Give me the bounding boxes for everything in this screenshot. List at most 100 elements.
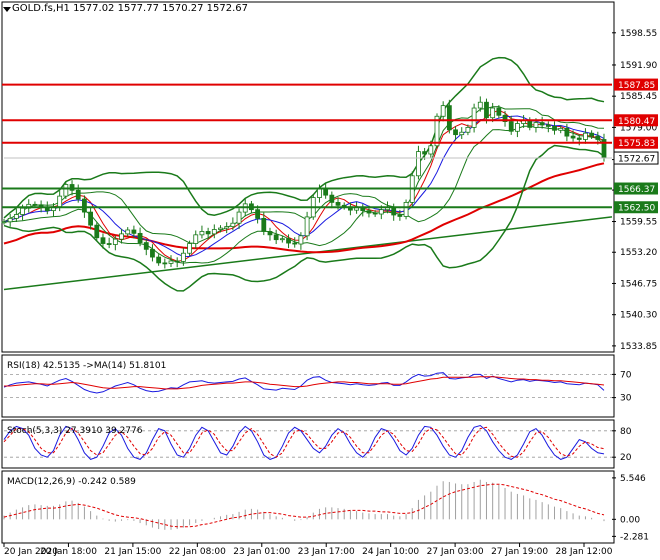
- candle-body: [150, 248, 155, 258]
- candle-body: [502, 114, 508, 122]
- candle-body: [552, 126, 557, 131]
- macd-y-tick-label: 5.546: [620, 474, 646, 484]
- candle-body: [106, 243, 112, 245]
- candle-body: [125, 229, 131, 235]
- rsi-layer: 70 30: [3, 370, 632, 404]
- candle-body: [477, 101, 483, 109]
- candle-body: [453, 129, 458, 136]
- rsi-panel-frame: [1, 354, 615, 418]
- candle-body: [279, 238, 285, 241]
- stoch-panel-frame: [1, 419, 615, 469]
- x-tick-label: 27 Jan 19:00: [491, 547, 548, 557]
- candle-body: [378, 209, 384, 215]
- candle-body: [63, 184, 69, 197]
- candle-body: [558, 127, 564, 131]
- candle-body: [391, 206, 397, 216]
- price-y-tick-label: 1585.45: [620, 92, 657, 102]
- price-y-tick-label: 1533.85: [620, 342, 657, 352]
- candle-body: [329, 194, 335, 203]
- ma-fast-line: [3, 109, 605, 262]
- rsi-title: RSI(18) 42.5135 ->MA(14) 51.8101: [7, 361, 166, 371]
- x-tick-label: 27 Jan 03:00: [427, 547, 484, 557]
- candle-body: [422, 151, 428, 155]
- candle-body: [32, 203, 38, 206]
- candle-body: [211, 229, 217, 235]
- candle-body: [465, 126, 471, 133]
- osc-y-tick-label: 20: [620, 453, 632, 463]
- price-y-tick-label: 1559.55: [620, 218, 657, 228]
- candle-body: [205, 231, 211, 235]
- price-y-tick-label: 1591.90: [620, 61, 657, 71]
- price-y-tick-label: 1598.55: [620, 29, 657, 39]
- candle-body: [224, 226, 230, 229]
- candle-body: [508, 121, 514, 132]
- price-layer: 1598.551591.901585.451579.001572.351566.…: [1, 29, 659, 352]
- x-tick-label: 20 Jan 2020: [4, 547, 58, 557]
- dropdown-triangle-icon[interactable]: [3, 7, 11, 12]
- osc-series-line: [3, 426, 605, 458]
- bollinger-upper-line: [3, 56, 605, 219]
- level-label-box: [614, 136, 658, 149]
- candle-body: [372, 212, 378, 215]
- bollinger-lower-line: [3, 144, 605, 292]
- macd-title: MACD(12,26,9) -0.242 0.589: [7, 477, 136, 487]
- envelope-upper-line: [3, 106, 605, 244]
- candle-body: [428, 145, 434, 155]
- ohlc-label: 1577.02 1577.77 1570.27 1572.67: [73, 3, 249, 14]
- level-label-box: [614, 114, 658, 127]
- candle-body: [273, 234, 279, 241]
- macd-y-tick-label: 0.00: [620, 515, 640, 525]
- candle-body: [589, 132, 595, 137]
- candle-body: [484, 101, 489, 119]
- candle-body: [57, 195, 63, 208]
- candle-body: [471, 107, 477, 128]
- candle-body: [187, 243, 192, 254]
- level-label: 1580.47: [618, 117, 655, 127]
- candle-body: [168, 260, 174, 264]
- candle-body: [570, 135, 576, 139]
- candle-body: [13, 214, 19, 219]
- candle-body: [88, 211, 93, 226]
- candle-body: [416, 151, 421, 177]
- candle-body: [199, 231, 205, 236]
- candle-body: [119, 233, 124, 240]
- ma-mid-line: [3, 115, 605, 258]
- candle-body: [174, 260, 180, 263]
- level-label-box: [614, 182, 658, 195]
- candle-body: [539, 122, 545, 126]
- envelope-lower-line: [4, 125, 605, 264]
- level-label: 1587.85: [618, 81, 655, 91]
- x-tick-label: 23 Jan 17:00: [298, 547, 355, 557]
- candle-body: [75, 189, 81, 200]
- stoch-title: Stoch(5,3,3) 27.3910 39.2776: [7, 426, 143, 436]
- x-tick-label: 21 Jan 15:00: [104, 547, 161, 557]
- candle-body: [434, 115, 440, 147]
- current-price-box: [613, 151, 659, 165]
- candle-body: [304, 216, 310, 237]
- symbol-label: GOLD.fs,H1: [12, 3, 70, 14]
- candle-body: [255, 209, 261, 219]
- candle-body: [496, 107, 502, 116]
- osc-series-line: [3, 424, 605, 460]
- candle-body: [7, 217, 13, 223]
- candle-body: [162, 262, 168, 265]
- candle-body: [576, 137, 582, 140]
- candle-body: [1, 221, 7, 224]
- x-tick-label: 24 Jan 10:00: [362, 547, 419, 557]
- candle-body: [69, 184, 75, 191]
- candle-body: [446, 105, 452, 131]
- x-tick-label: 23 Jan 01:00: [233, 547, 290, 557]
- level-label: 1566.37: [618, 185, 655, 195]
- candle-body: [564, 127, 570, 137]
- osc-y-tick-label: 70: [620, 370, 632, 380]
- level-label: 1562.50: [618, 204, 655, 214]
- macd-signal-line: [3, 483, 605, 528]
- candle-body: [143, 242, 149, 250]
- candle-body: [490, 107, 496, 119]
- candle-body: [100, 237, 106, 244]
- osc-y-tick-label: 80: [620, 427, 632, 437]
- price-y-tick-label: 1546.75: [620, 279, 657, 289]
- level-label-box: [614, 78, 658, 91]
